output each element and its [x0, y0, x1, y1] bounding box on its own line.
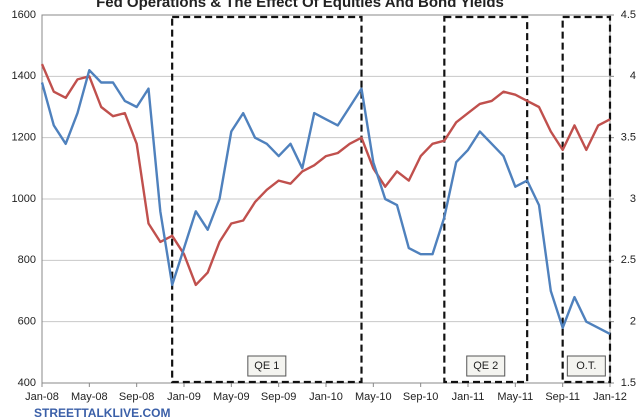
x-tick-label: Jan-11 — [452, 391, 485, 403]
x-tick-label: May-09 — [213, 391, 250, 403]
x-tick-label: Jan-12 — [593, 391, 627, 403]
y-tick-label: 800 — [18, 254, 36, 266]
annotation-box — [171, 15, 363, 384]
y-tick-label: 1200 — [12, 132, 36, 144]
x-tick-label: Sep-11 — [545, 391, 580, 403]
chart-title: Fed Operations & The Effect Of Equities … — [96, 0, 504, 11]
y2-tick-label: 2.5 — [621, 254, 636, 266]
annotation-label: QE 2 — [473, 360, 498, 372]
annotation-label-box — [566, 355, 606, 377]
y2-tick-label: 2 — [630, 316, 636, 328]
x-tick-label: Sep-10 — [403, 391, 438, 403]
y-tick-label: 600 — [18, 316, 36, 328]
y2-tick-label: 1.5 — [621, 377, 636, 389]
y-tick-label: 1400 — [12, 70, 36, 82]
source: STREETTALKLIVE.COM — [34, 406, 170, 420]
x-tick-label: Sep-08 — [119, 391, 154, 403]
annotation-box — [561, 15, 612, 384]
y2-tick-label: 3 — [630, 193, 636, 205]
y-tick-label: 1000 — [12, 193, 36, 205]
annotation-label: QE 1 — [254, 360, 279, 372]
annotation-label-box — [247, 355, 287, 377]
x-tick-label: Jan-08 — [25, 391, 59, 403]
x-tick-label: May-10 — [355, 391, 392, 403]
series-line — [40, 69, 611, 335]
series-line — [40, 63, 611, 287]
annotation-label: O.T. — [576, 360, 596, 372]
y2-tick-label: 4 — [630, 70, 636, 82]
annotation-label-box — [466, 355, 506, 377]
x-tick-label: May-11 — [497, 391, 533, 403]
y2-tick-label: 4.5 — [621, 9, 636, 21]
y2-tick-label: 3.5 — [621, 132, 636, 144]
annotation-box — [443, 15, 529, 384]
x-tick-label: Jan-09 — [167, 391, 201, 403]
x-tick-label: Jan-10 — [309, 391, 343, 403]
x-tick-label: May-08 — [71, 391, 108, 403]
y-tick-label: 1600 — [12, 9, 36, 21]
y-tick-label: 400 — [18, 377, 36, 389]
x-tick-label: Sep-09 — [261, 391, 296, 403]
